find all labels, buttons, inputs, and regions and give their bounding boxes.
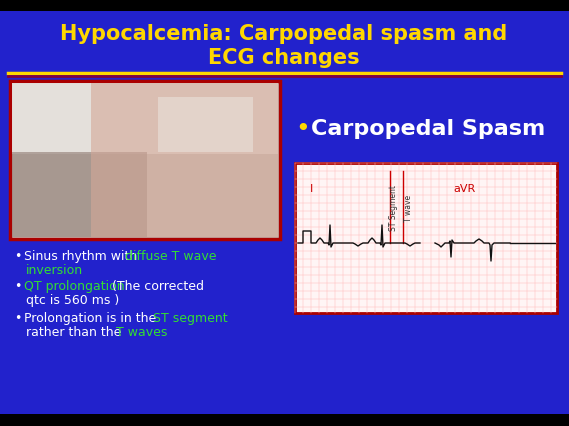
Text: ST Segment: ST Segment [390, 184, 398, 230]
Text: aVR: aVR [453, 184, 475, 193]
Bar [0, 0, 569, 12]
Bar [12, 153, 147, 237]
Text: •: • [14, 279, 22, 292]
Text: ST segment: ST segment [153, 311, 228, 324]
Text: •: • [14, 311, 22, 324]
Bar [0, 414, 569, 426]
Text: Hypocalcemia: Carpopedal spasm and: Hypocalcemia: Carpopedal spasm and [60, 24, 508, 44]
Text: QT prolongation: QT prolongation [24, 279, 125, 292]
Text: •: • [14, 249, 22, 262]
Text: Prolongation is in the: Prolongation is in the [24, 311, 160, 324]
Bar [91, 84, 278, 237]
Text: ECG changes: ECG changes [208, 48, 360, 68]
Text: qtc is 560 ms ): qtc is 560 ms ) [26, 294, 119, 306]
Text: diffuse T wave: diffuse T wave [125, 249, 216, 262]
Bar [12, 84, 278, 155]
Text: Sinus rhythm with: Sinus rhythm with [24, 249, 141, 262]
Text: rather than the: rather than the [26, 325, 125, 338]
Bar [10, 82, 280, 239]
Text: T wave: T wave [405, 194, 414, 221]
Text: •: • [295, 117, 310, 141]
Bar [159, 98, 253, 153]
Text: I: I [310, 184, 314, 193]
Text: (The corrected: (The corrected [108, 279, 204, 292]
Text: inversion: inversion [26, 263, 83, 276]
Text: T waves: T waves [116, 325, 167, 338]
Bar [295, 164, 557, 313]
Text: Carpopedal Spasm: Carpopedal Spasm [311, 119, 545, 139]
